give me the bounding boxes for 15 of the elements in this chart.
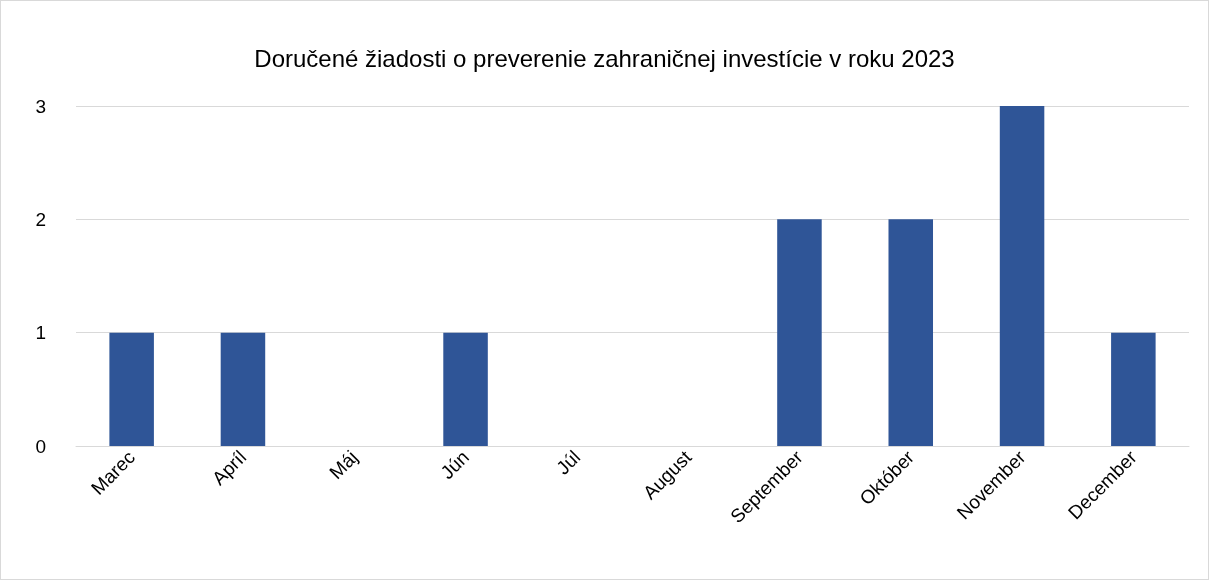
y-tick-label: 0 [35,435,46,457]
bar [888,219,934,446]
x-tick-label: Jún [436,446,473,484]
bar [999,106,1045,446]
bar [220,332,266,446]
bar [777,219,822,446]
y-tick-label: 2 [35,208,46,230]
y-tick-label: 1 [35,322,46,344]
y-tick-label: 3 [35,95,46,117]
x-tick-label: Júl [552,446,585,479]
bar [443,332,488,446]
x-tick-label: Máj [325,446,362,484]
chart-title: Doručené žiadosti o preverenie zahraničnej investície v roku 2023 [254,44,955,72]
bar [109,332,154,446]
bar [1111,332,1156,446]
